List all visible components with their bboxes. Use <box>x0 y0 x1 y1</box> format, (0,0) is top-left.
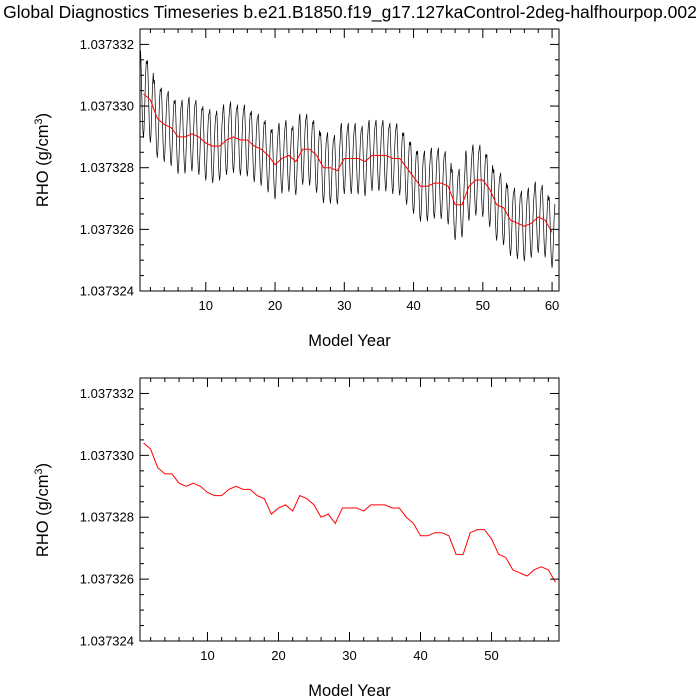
y-tick-label: 1.037330 <box>80 448 134 463</box>
x-axis-label: Model Year <box>308 682 391 700</box>
x-tick-label: 50 <box>484 648 498 663</box>
y-axis-label: RHO (g/cm3) <box>33 113 52 207</box>
y-tick-label: 1.037328 <box>80 510 134 525</box>
x-tick-label: 10 <box>200 648 214 663</box>
y-tick-label: 1.037326 <box>80 222 134 237</box>
y-axis-label: RHO (g/cm3) <box>33 463 52 557</box>
chart-panel-2: 10 20 30 40 50 1.037324 1.037326 1.037328 1.0373… <box>33 377 560 700</box>
y-tick-label: 1.037332 <box>80 37 134 52</box>
monthly-series-line <box>140 50 556 268</box>
x-tick-label: 40 <box>406 298 420 313</box>
y-tick-label: 1.037326 <box>80 572 134 587</box>
y-tick-label: 1.037324 <box>80 634 134 649</box>
page-title: Global Diagnostics Timeseries b.e21.B185… <box>3 2 697 22</box>
plot-frame <box>139 377 560 642</box>
x-axis-label: Model Year <box>308 332 391 350</box>
y-tick-label: 1.037328 <box>80 160 134 175</box>
x-tick-label: 10 <box>199 298 213 313</box>
x-tick-label: 50 <box>476 298 490 313</box>
x-tick-label: 20 <box>268 298 282 313</box>
x-tick-label: 30 <box>342 648 356 663</box>
y-tick-label: 1.037324 <box>80 284 134 299</box>
x-tick-label: 40 <box>413 648 427 663</box>
chart-panel-1: 10 20 30 40 50 60 1.037324 1.037326 1.037328 1.03… <box>33 28 560 350</box>
y-tick-label: 1.037332 <box>80 386 134 401</box>
annual-mean-series-line <box>143 93 553 233</box>
x-tick-label: 20 <box>271 648 285 663</box>
x-tick-label: 30 <box>337 298 351 313</box>
x-tick-label: 60 <box>545 298 559 313</box>
y-tick-label: 1.037330 <box>80 99 134 114</box>
annual-mean-series-line <box>143 442 556 583</box>
plot-frame <box>139 28 560 292</box>
